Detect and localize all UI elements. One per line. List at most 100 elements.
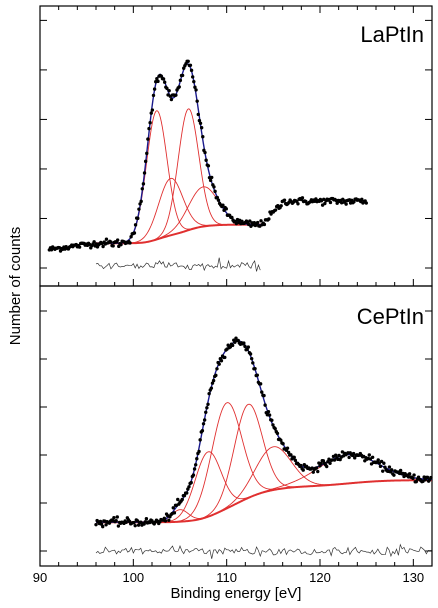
data-point [98, 519, 103, 524]
data-point [208, 178, 213, 183]
data-point [387, 465, 392, 469]
data-point [414, 479, 419, 484]
data-point [301, 468, 305, 472]
data-point [133, 523, 137, 528]
data-point [383, 465, 387, 469]
data-point [258, 382, 263, 386]
data-point [206, 402, 210, 407]
data-point [172, 511, 177, 515]
data-point [273, 208, 278, 212]
data-point [300, 196, 305, 200]
data-point [286, 450, 291, 455]
data-point [199, 126, 204, 130]
data-point [145, 151, 149, 156]
data-point [101, 244, 105, 249]
x-tick-label: 90 [33, 570, 47, 585]
data-point [364, 201, 368, 205]
data-point [143, 159, 148, 164]
data-point [376, 458, 380, 462]
data-point [137, 207, 141, 211]
y-axis-ticks [40, 19, 432, 552]
data-point [412, 473, 416, 477]
data-point [201, 422, 206, 426]
data-point [207, 391, 211, 396]
data-point [398, 468, 403, 473]
data-point [142, 171, 147, 175]
x-tick-label: 110 [216, 570, 237, 585]
data-point [267, 217, 271, 221]
data-point [124, 520, 128, 525]
data-point [425, 475, 430, 480]
fit-component-6 [96, 454, 433, 523]
data-point [253, 366, 257, 371]
data-point [347, 455, 351, 460]
data-point [204, 410, 208, 415]
data-point [266, 409, 271, 414]
data-point [216, 198, 221, 202]
baseline-curve [96, 479, 432, 524]
panel-laptin [47, 59, 368, 272]
data-point [193, 463, 198, 467]
x-axis-label: Binding energy [eV] [171, 585, 302, 602]
data-point [119, 242, 123, 247]
data-point [141, 182, 146, 186]
data-point [263, 403, 267, 407]
background-curve [96, 479, 432, 523]
x-axis-ticks [39, 559, 433, 566]
data-point [273, 427, 277, 431]
data-point [211, 378, 216, 383]
residual-curve [95, 257, 261, 272]
data-point [296, 202, 300, 206]
data-point [185, 491, 189, 495]
data-point [115, 515, 119, 519]
data-point [197, 449, 201, 454]
data-point [92, 240, 96, 244]
data-point [389, 468, 394, 472]
data-point [180, 73, 185, 78]
data-point [279, 438, 283, 442]
data-point [382, 461, 386, 465]
data-point [167, 88, 171, 93]
data-point [115, 238, 120, 242]
data-point [275, 431, 280, 436]
data-point [281, 442, 285, 446]
data-point [255, 373, 259, 377]
data-point [332, 458, 337, 462]
data-point [323, 201, 327, 206]
data-point [138, 202, 142, 206]
data-point [104, 237, 109, 241]
data-point [193, 85, 197, 89]
data-point [136, 523, 141, 527]
data-point [236, 338, 240, 343]
y-axis-label: Number of counts [7, 227, 24, 345]
data-point [230, 215, 234, 220]
data-point [212, 185, 216, 189]
data-point [132, 231, 137, 235]
data-point [165, 86, 169, 91]
data-point [133, 223, 138, 227]
data-point [379, 459, 384, 464]
data-point [140, 187, 144, 191]
data-point [189, 68, 194, 73]
panel-title-laptin: LaPtIn [360, 22, 424, 47]
data-point [260, 390, 264, 394]
data-point [259, 219, 263, 223]
data-point [177, 85, 181, 89]
data-points [47, 59, 368, 253]
residual-curve [95, 543, 433, 559]
data-point [200, 429, 205, 433]
data-point [411, 476, 415, 481]
data-point [360, 197, 364, 202]
data-point [169, 97, 174, 102]
data-point [279, 204, 283, 208]
data-point [163, 519, 168, 523]
data-point [299, 463, 303, 468]
panel-ceptin [94, 336, 433, 559]
data-point [255, 220, 260, 225]
data-point [285, 446, 290, 450]
data-point [152, 87, 157, 91]
data-point [246, 345, 251, 349]
data-point [262, 222, 267, 227]
data-point [194, 88, 198, 92]
data-point [293, 458, 298, 463]
